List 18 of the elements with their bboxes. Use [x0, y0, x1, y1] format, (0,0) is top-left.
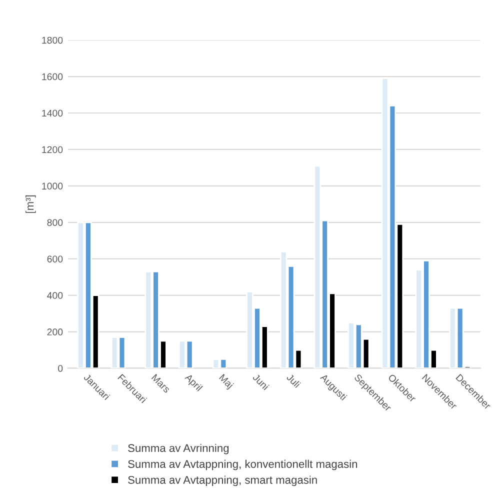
legend-label: Summa av Avtappning, smart magasin	[128, 476, 317, 486]
y-tick-label: 1000	[42, 182, 63, 190]
y-tick-label: 0	[58, 364, 63, 372]
y-tick-label: 800	[47, 219, 63, 226]
x-tick-label: Maj	[218, 374, 234, 390]
y-tick-label: 1800	[42, 36, 63, 44]
y-axis-title: [m³]	[26, 195, 36, 213]
x-tick-label: April	[183, 373, 203, 393]
x-tick-label: Juni	[252, 373, 270, 390]
y-tick-label: 1200	[42, 146, 63, 154]
y-tick-label: 1600	[42, 73, 63, 80]
y-tick-label: 1400	[42, 110, 63, 117]
legend-label: Summa av Avtappning, konventionellt magasin	[128, 460, 358, 470]
y-tick-label: 400	[47, 292, 63, 299]
legend-label: Summa av Avrinning	[128, 444, 229, 454]
x-tick-label: Juli	[286, 373, 301, 388]
y-tick-label: 200	[47, 328, 63, 336]
y-tick-label: 600	[47, 256, 63, 262]
